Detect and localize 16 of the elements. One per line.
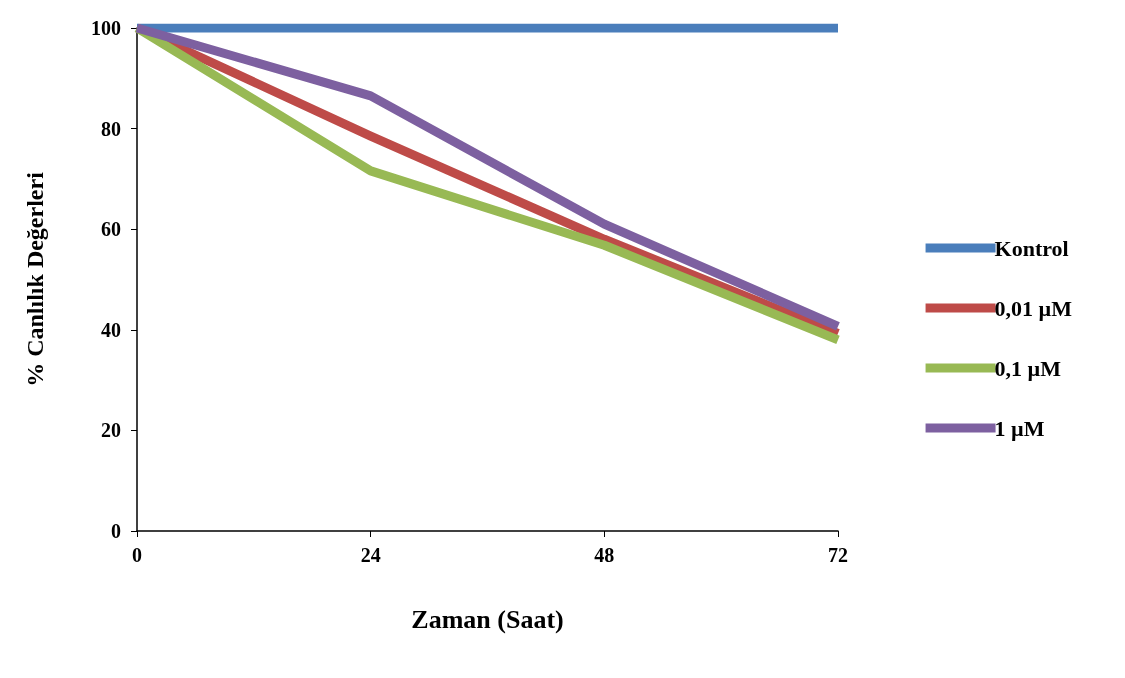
y-tick-label: 80 (101, 117, 121, 140)
y-tick-label: 0 (111, 520, 121, 542)
x-tick-label: 24 (360, 544, 381, 566)
x-axis-title: Zaman (Saat) (411, 604, 564, 634)
x-tick-label: 0 (132, 544, 142, 566)
legend-label: 0,01 µM (994, 295, 1073, 321)
y-tick-label: 20 (101, 419, 121, 442)
y-tick-label: 100 (91, 17, 121, 39)
y-axis-title: % Canlılık Değerleri (22, 171, 48, 387)
y-tick-label: 40 (101, 318, 121, 341)
legend-label: 1 µM (994, 415, 1045, 441)
legend-label: 0,1 µM (994, 355, 1062, 381)
x-tick-label: 48 (594, 544, 615, 566)
y-tick-label: 60 (101, 218, 121, 241)
x-tick-label: 72 (828, 544, 848, 566)
legend-label: Kontrol (994, 235, 1069, 261)
